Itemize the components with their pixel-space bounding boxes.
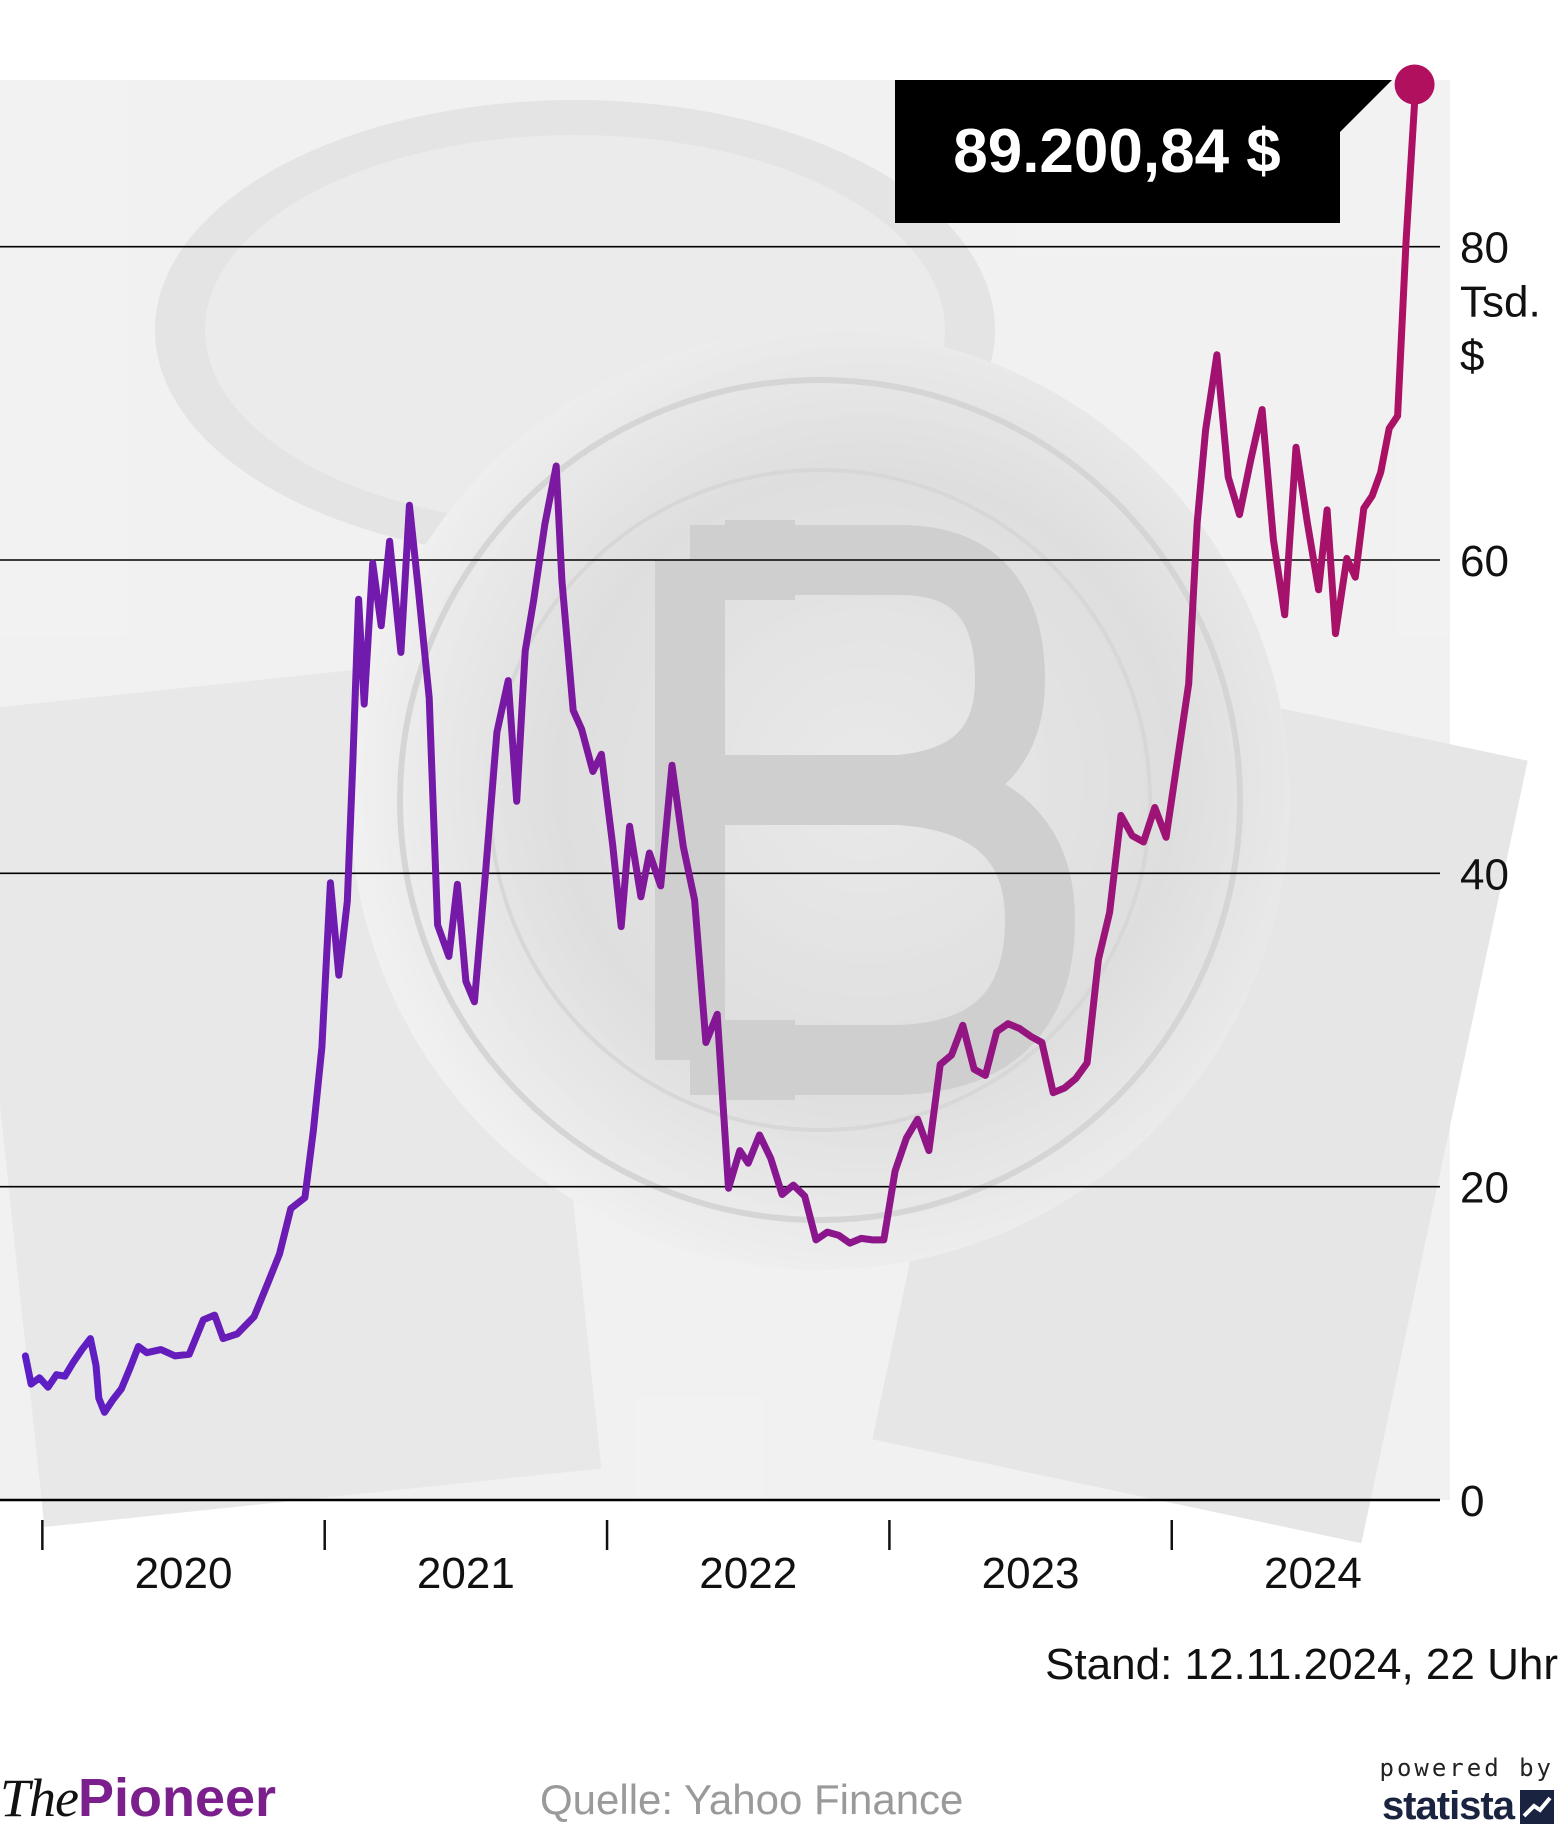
- y-unit-label-0: Tsd.: [1460, 278, 1541, 327]
- x-tick-label-2021: 2021: [417, 1549, 515, 1598]
- callout-box: [895, 80, 1392, 223]
- price-callout: 89.200,84 $: [895, 80, 1392, 223]
- y-axis-labels: 0 20 40 60 80 Tsd. $: [1460, 224, 1541, 1526]
- statista-logo-icon: [1520, 1789, 1554, 1824]
- logo-the: The: [0, 1768, 79, 1828]
- y-tick-label-0: 0: [1460, 1477, 1484, 1526]
- statista-credit[interactable]: powered by statista: [1379, 1754, 1554, 1829]
- powered-by-label: powered by: [1379, 1754, 1554, 1782]
- x-tick-label-2024: 2024: [1264, 1549, 1362, 1598]
- bitcoin-price-chart: 0 20 40 60 80 Tsd. $ 2020 2021 2022 2023 2024 89.2…: [0, 64, 1541, 1598]
- source-note: Quelle: Yahoo Finance: [540, 1776, 964, 1823]
- price-line: [21, 99, 1419, 1416]
- background-photo: [0, 80, 1528, 1544]
- data-timestamp: Stand: 12.11.2024, 22 Uhr: [1045, 1640, 1558, 1689]
- statista-wordmark: statista: [1381, 1784, 1515, 1828]
- thepioneer-logo[interactable]: ThePioneer: [0, 1768, 276, 1828]
- callout-price-text: 89.200,84 $: [953, 117, 1281, 186]
- y-tick-label-60: 60: [1460, 537, 1509, 586]
- x-tick-label-2020: 2020: [135, 1549, 233, 1598]
- logo-pioneer: Pioneer: [78, 1768, 277, 1828]
- footer: ThePioneer Quelle: Yahoo Finance powered…: [0, 1740, 1560, 1840]
- y-tick-label-40: 40: [1460, 850, 1509, 899]
- x-tick-label-2023: 2023: [982, 1549, 1080, 1598]
- chart-area: 0 20 40 60 80 Tsd. $ 2020 2021 2022 2023 2024 89.2…: [0, 64, 1541, 1598]
- y-unit-label-1: $: [1460, 332, 1484, 381]
- y-tick-label-20: 20: [1460, 1164, 1509, 1213]
- y-gridlines: [0, 245, 1440, 1502]
- price-series: [21, 64, 1435, 1416]
- y-tick-label-80: 80: [1460, 224, 1509, 273]
- x-axis: 2020 2021 2022 2023 2024: [41, 1520, 1362, 1598]
- x-tick-label-2022: 2022: [699, 1549, 797, 1598]
